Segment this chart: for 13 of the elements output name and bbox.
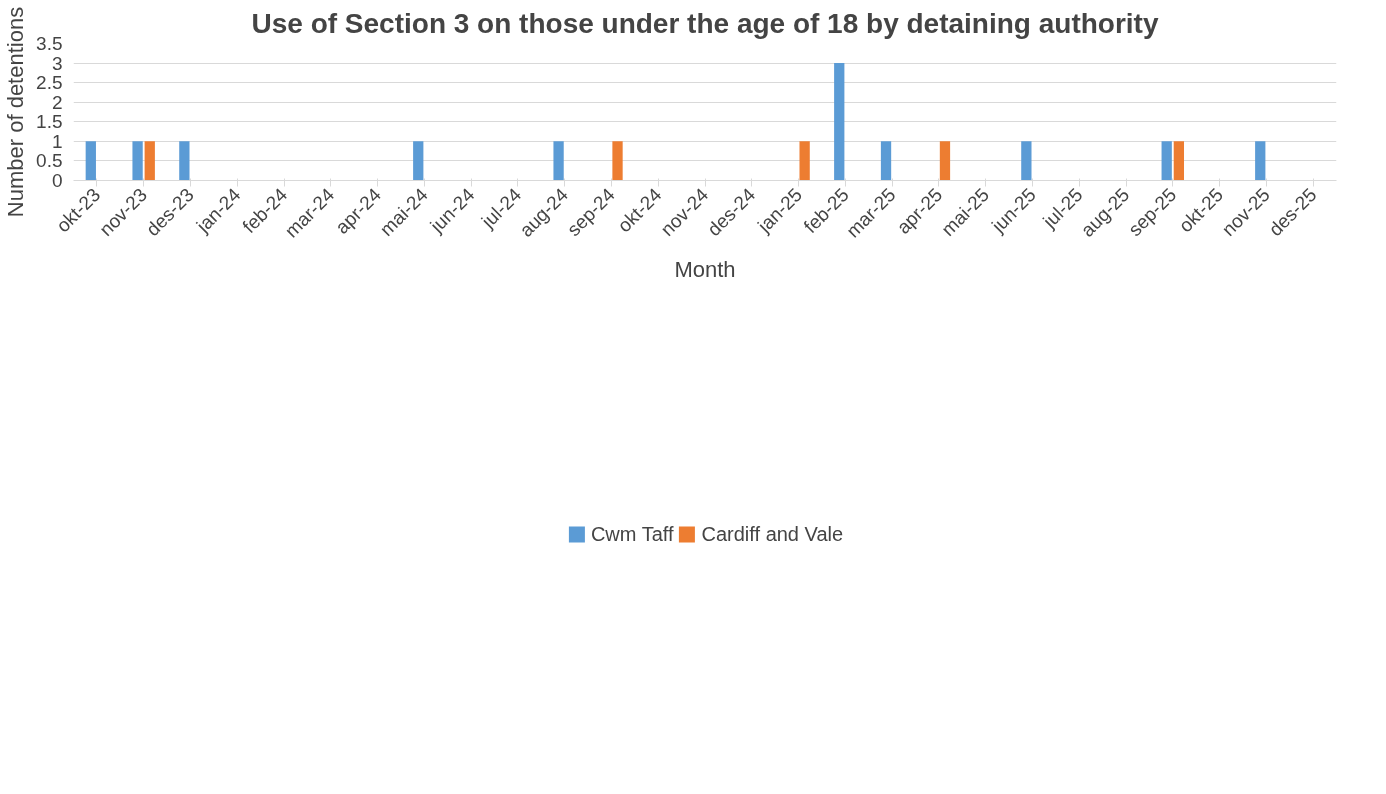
y-tick-label: 3.5: [36, 33, 63, 54]
y-tick-label: 1: [51, 130, 63, 152]
y-tick-label: 0.5: [36, 150, 63, 172]
y-axis-title: Number of detentions: [3, 6, 29, 218]
legend-label: Cardiff and Vale: [701, 522, 844, 546]
y-tick-label: 2: [51, 91, 63, 113]
legend-label: Cwm Taff: [590, 522, 674, 546]
chart-title: Use of Section 3 on those under the age of 18 by detaining authority: [251, 7, 1159, 39]
y-tick-label: 0: [51, 170, 63, 191]
x-axis-title: Month: [674, 256, 736, 282]
y-tick-label: 2.5: [36, 72, 63, 94]
y-tick-label: 3: [51, 52, 63, 74]
y-tick-label: 1.5: [36, 111, 63, 133]
